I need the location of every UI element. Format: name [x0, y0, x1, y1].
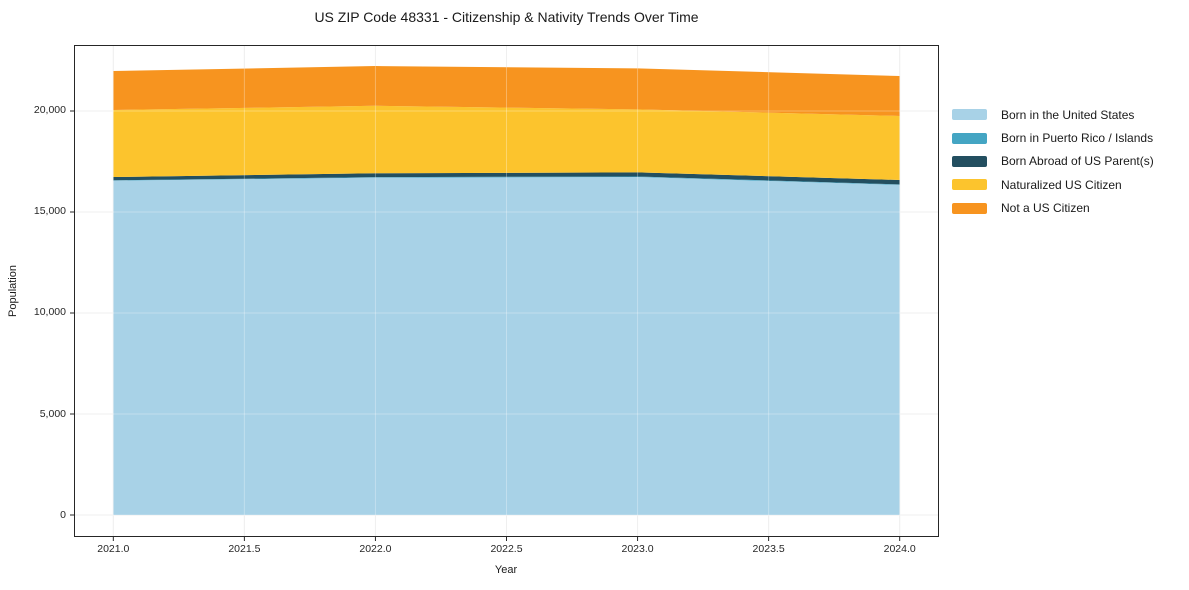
chart-svg	[70, 45, 939, 541]
area-born-in-the-united-states	[113, 177, 900, 516]
legend-item-not-a-us-citizen: Not a US Citizen	[952, 197, 1154, 220]
legend-label: Born in the United States	[1001, 107, 1135, 122]
x-tick-label: 2021.5	[228, 543, 261, 555]
area-born-in-puerto-rico-islands	[113, 176, 900, 185]
legend-item-born-in-puerto-rico-islands: Born in Puerto Rico / Islands	[952, 126, 1154, 149]
x-tick-label: 2021.0	[97, 543, 130, 555]
legend-swatch	[952, 202, 987, 214]
legend-swatch	[952, 109, 987, 121]
legend-label: Not a US Citizen	[1001, 201, 1090, 216]
legend-label: Born Abroad of US Parent(s)	[1001, 154, 1154, 169]
y-tick-label: 0	[60, 508, 66, 521]
area-born-abroad-of-us-parent-s	[113, 172, 900, 185]
plot-spines	[74, 45, 939, 537]
legend-swatch	[952, 132, 987, 144]
x-tick-label: 2022.5	[490, 543, 523, 555]
legend-item-born-in-the-united-states: Born in the United States	[952, 103, 1154, 126]
area-naturalized-us-citizen	[113, 105, 900, 180]
x-tick-label: 2024.0	[883, 543, 916, 555]
x-axis-label: Year	[494, 564, 518, 576]
legend-swatch	[952, 155, 987, 167]
legend-item-naturalized-us-citizen: Naturalized US Citizen	[952, 173, 1154, 196]
legend-swatch	[952, 179, 987, 191]
legend-label: Born in Puerto Rico / Islands	[1001, 131, 1154, 146]
legend-item-born-abroad-of-us-parent-s: Born Abroad of US Parent(s)	[952, 150, 1154, 173]
y-tick-label: 5,000	[39, 407, 66, 420]
x-tick-label: 2023.5	[752, 543, 785, 555]
x-tick-label: 2023.0	[621, 543, 654, 555]
area-not-a-us-citizen	[113, 66, 900, 116]
y-tick-label: 20,000	[33, 104, 66, 117]
legend: Born in the United States Born in Puerto …	[952, 103, 1154, 220]
y-tick-label: 10,000	[33, 306, 66, 319]
y-axis-label: Population	[7, 265, 19, 317]
legend-label: Naturalized US Citizen	[1001, 177, 1122, 192]
x-tick-label: 2022.0	[359, 543, 392, 555]
chart-title: US ZIP Code 48331 - Citizenship & Nativi…	[314, 9, 699, 25]
y-tick-label: 15,000	[33, 205, 66, 218]
